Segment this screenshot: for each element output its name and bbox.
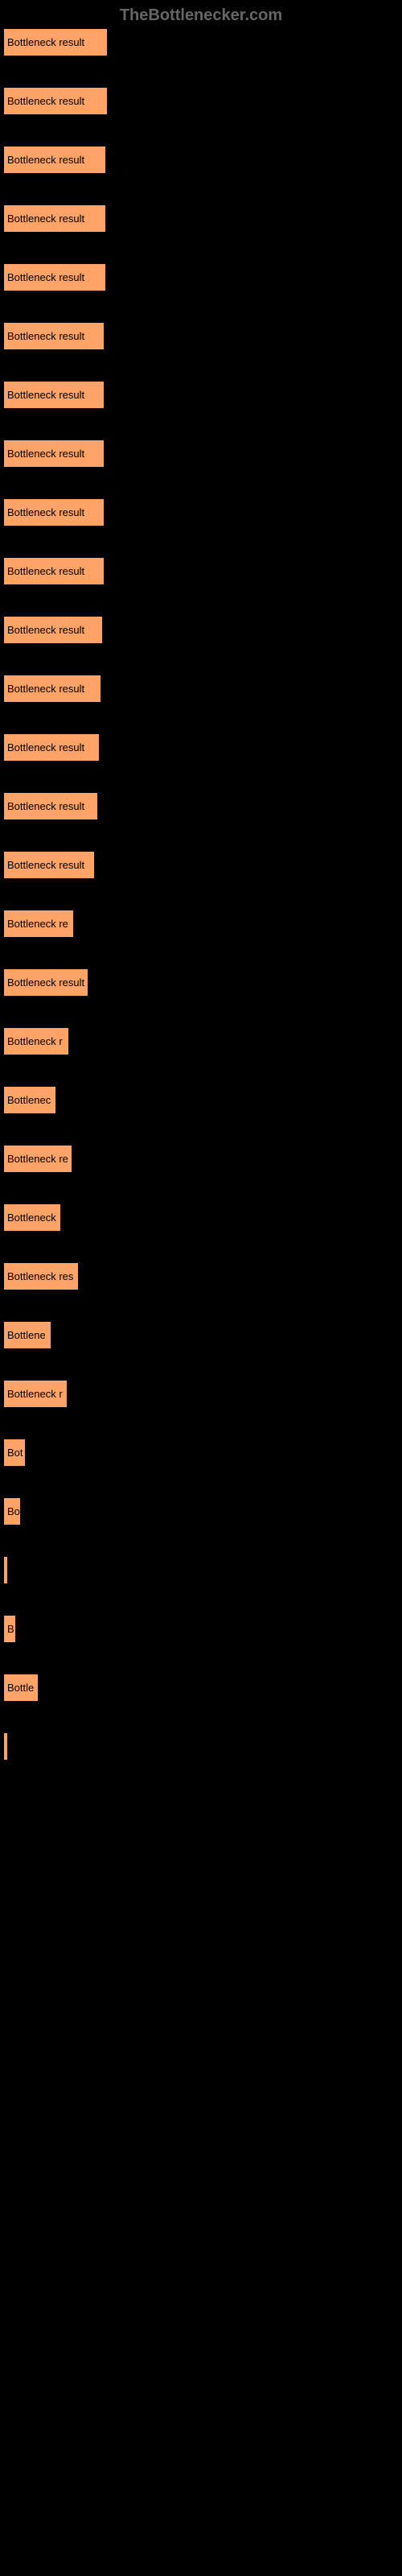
bar	[3, 1556, 8, 1584]
bar-row: Bottleneck result	[3, 440, 399, 468]
bar-label: Bottleneck res	[7, 1270, 73, 1282]
bar-label: Bottleneck r	[7, 1388, 63, 1400]
bar-row: Bottleneck result	[3, 616, 399, 644]
bar-label: Bottleneck result	[7, 565, 84, 577]
bar-row: Bottlenec	[3, 1086, 399, 1114]
bar-row: Bottleneck res	[3, 1262, 399, 1290]
bar: Bottleneck result	[3, 204, 106, 233]
bar: Bottleneck result	[3, 498, 105, 526]
bar-row: Bottleneck result	[3, 792, 399, 820]
bar: Bottleneck r	[3, 1380, 68, 1408]
bar-row: Bottleneck re	[3, 910, 399, 938]
bar-label: Bottleneck re	[7, 918, 68, 930]
bar: Bottleneck	[3, 1203, 61, 1232]
bar-label: Bottlenec	[7, 1094, 51, 1106]
bar-row	[3, 1556, 399, 1584]
bar-row: Bottleneck result	[3, 498, 399, 526]
bar: Bottleneck re	[3, 910, 74, 938]
bar-label: Bottleneck result	[7, 976, 84, 989]
bar: B	[3, 1615, 16, 1643]
bar-row: Bottleneck result	[3, 322, 399, 350]
bar-row: Bottleneck result	[3, 968, 399, 997]
bar-label: Bottleneck	[7, 1212, 56, 1224]
bar-row: Bottleneck result	[3, 557, 399, 585]
bar-label: Bottleneck result	[7, 389, 84, 401]
bar-label: Bottleneck result	[7, 683, 84, 695]
bar: Bottle	[3, 1674, 39, 1702]
bar: Bottlene	[3, 1321, 51, 1349]
bar-row: Bottlene	[3, 1321, 399, 1349]
bar-row: Bottle	[3, 1674, 399, 1702]
bar-label: Bottleneck result	[7, 95, 84, 107]
bar-label: Bottleneck result	[7, 741, 84, 753]
bar: Bottleneck result	[3, 851, 95, 879]
bar-row: Bottleneck result	[3, 263, 399, 291]
bar-label: Bottleneck result	[7, 36, 84, 48]
bar-label: Bottleneck result	[7, 448, 84, 460]
bar: Bottleneck result	[3, 557, 105, 585]
bar: Bottleneck result	[3, 381, 105, 409]
bar-row: B	[3, 1615, 399, 1643]
bar: Bottleneck r	[3, 1027, 69, 1055]
bar: Bottleneck result	[3, 733, 100, 762]
bar-row: Bot	[3, 1439, 399, 1467]
bar: Bottleneck result	[3, 263, 106, 291]
bar-label: Bottleneck result	[7, 213, 84, 225]
bar-row: Bottleneck r	[3, 1380, 399, 1408]
bar-label: Bottlene	[7, 1329, 46, 1341]
bar-row: Bottleneck result	[3, 28, 399, 56]
bar-row: Bottleneck result	[3, 381, 399, 409]
bar-row: Bottleneck r	[3, 1027, 399, 1055]
bar-chart: Bottleneck result Bottleneck result Bottle…	[0, 28, 402, 1761]
bar-label: Bottleneck result	[7, 506, 84, 518]
bar-label: B	[7, 1623, 14, 1635]
bar-label: Bottleneck result	[7, 859, 84, 871]
bar: Bottleneck result	[3, 968, 88, 997]
bar: Bottleneck result	[3, 322, 105, 350]
bar: Bo	[3, 1497, 21, 1525]
bar-label: Bottleneck re	[7, 1153, 68, 1165]
bar-label: Bottleneck result	[7, 624, 84, 636]
bar-row: Bottleneck re	[3, 1145, 399, 1173]
bar: Bot	[3, 1439, 26, 1467]
page-header: TheBottlenecker.com	[0, 0, 402, 28]
bar-label: Bo	[7, 1505, 20, 1517]
bar: Bottleneck result	[3, 675, 101, 703]
bar: Bottleneck result	[3, 616, 103, 644]
bar: Bottlenec	[3, 1086, 56, 1114]
bar-row: Bottleneck result	[3, 851, 399, 879]
bar-row: Bottleneck result	[3, 675, 399, 703]
bar: Bottleneck res	[3, 1262, 79, 1290]
site-title: TheBottlenecker.com	[120, 6, 282, 24]
bar-label: Bottle	[7, 1682, 34, 1694]
bar-label: Bot	[7, 1447, 23, 1459]
bar-row: Bottleneck	[3, 1203, 399, 1232]
bar-label: Bottleneck result	[7, 154, 84, 166]
bar-row: Bottleneck result	[3, 146, 399, 174]
bar-row: Bottleneck result	[3, 204, 399, 233]
bar-label: Bottleneck result	[7, 330, 84, 342]
bar	[3, 1732, 8, 1761]
bar-label: Bottleneck result	[7, 800, 84, 812]
bar: Bottleneck result	[3, 146, 106, 174]
bar-row	[3, 1732, 399, 1761]
bar-row: Bottleneck result	[3, 87, 399, 115]
bar: Bottleneck result	[3, 28, 108, 56]
bar: Bottleneck result	[3, 87, 108, 115]
bar-label: Bottleneck result	[7, 271, 84, 283]
bar-row: Bo	[3, 1497, 399, 1525]
bar-row: Bottleneck result	[3, 733, 399, 762]
bar: Bottleneck result	[3, 792, 98, 820]
bar: Bottleneck re	[3, 1145, 72, 1173]
bar: Bottleneck result	[3, 440, 105, 468]
bar-label: Bottleneck r	[7, 1035, 63, 1047]
